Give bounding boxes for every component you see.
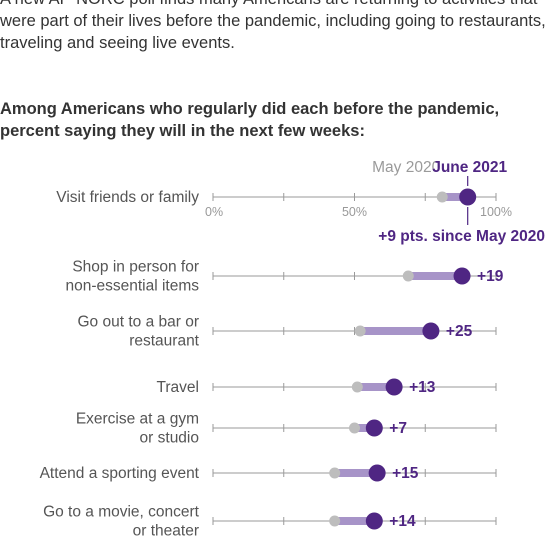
dot-may-2020 xyxy=(349,422,360,434)
tick-label: 50% xyxy=(342,205,367,219)
dot-june-2021 xyxy=(368,464,386,482)
category-label: Travel xyxy=(157,379,200,396)
change-label: +19 xyxy=(477,268,504,285)
category-label: restaurant xyxy=(129,333,199,350)
category-label: non-essential items xyxy=(65,278,199,295)
category-label: or theater xyxy=(133,523,199,540)
dot-june-2021 xyxy=(365,419,383,437)
category-label: Exercise at a gym xyxy=(76,411,199,428)
dot-june-2021 xyxy=(453,267,471,285)
category-label: Go out to a bar or xyxy=(78,314,200,331)
dot-may-2020 xyxy=(436,191,448,203)
dot-june-2021 xyxy=(385,378,403,396)
dot-june-2021 xyxy=(365,512,383,530)
category-label: or studio xyxy=(140,430,199,447)
dot-may-2020 xyxy=(329,467,341,479)
change-label: +14 xyxy=(389,513,416,530)
change-label: +7 xyxy=(389,420,407,437)
dot-may-2020 xyxy=(351,381,363,393)
dot-june-2021 xyxy=(422,322,440,340)
category-label: Shop in person for xyxy=(72,259,199,276)
category-label: Go to a movie, concert xyxy=(43,504,200,521)
tick-label: 100% xyxy=(480,205,512,219)
category-label: Visit friends or family xyxy=(56,189,199,206)
change-label: +9 pts. since May 2020 xyxy=(378,228,545,245)
change-label: +13 xyxy=(409,379,436,396)
intro-text: A new AP-NORC poll finds many Americans … xyxy=(0,0,546,52)
legend-june-2021: June 2021 xyxy=(432,159,507,176)
dot-may-2020 xyxy=(329,515,341,527)
dot-june-2021 xyxy=(459,188,477,206)
dot-may-2020 xyxy=(354,325,366,337)
change-label: +25 xyxy=(446,323,473,340)
tick-label: 0% xyxy=(205,205,223,219)
legend-may-2020: May 2020 xyxy=(372,159,440,176)
chart-title: Among Americans who regularly did each b… xyxy=(0,100,500,140)
dot-may-2020 xyxy=(402,270,414,282)
category-label: Attend a sporting event xyxy=(40,465,200,482)
change-label: +15 xyxy=(392,465,419,482)
